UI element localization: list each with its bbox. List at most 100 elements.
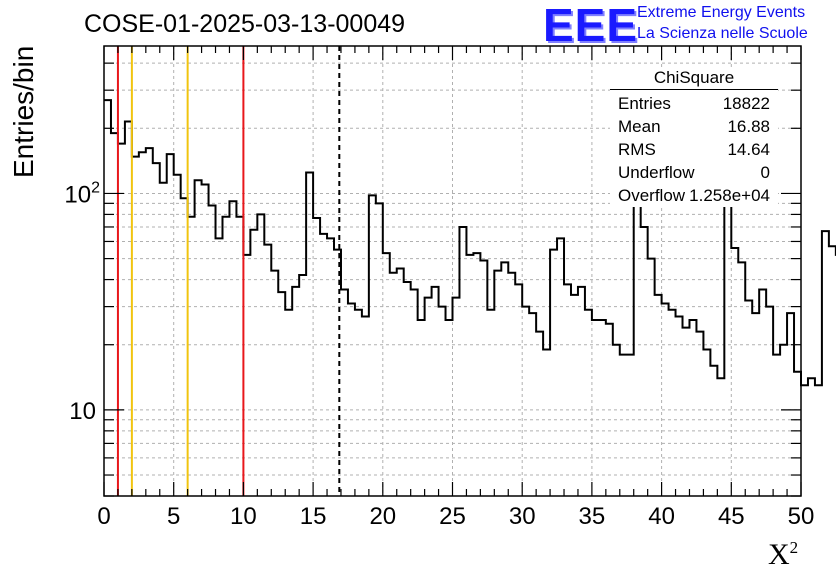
histogram-bin [508,273,515,496]
x-tick-label: 40 [648,503,675,530]
histogram-bin [829,246,836,496]
histogram-bin [613,345,620,496]
histogram-bin [446,320,453,496]
histogram-bin [494,271,501,496]
histogram-bin [662,304,669,496]
x-tick-label: 0 [97,503,110,530]
histogram-bin [676,317,683,496]
histogram-bin [480,260,487,496]
histogram-bin [397,268,404,496]
histogram-bin [439,307,446,496]
histogram-bin [515,284,522,496]
histogram-bin [571,295,578,496]
histogram-bin [243,255,250,496]
histogram-bin [132,157,139,496]
histogram-bin [501,262,508,496]
histogram-bin [125,121,132,496]
histogram-bin [146,148,153,496]
histogram-bin [425,298,432,496]
x-tick-label: 5 [167,503,180,530]
histogram-bin [139,152,146,496]
stats-row-mean: Mean 16.88 [610,115,778,138]
stats-title: ChiSquare [610,68,778,90]
stats-row-entries: Entries 18822 [610,92,778,115]
histogram-bin [188,217,195,496]
histogram-bin [564,284,571,496]
histogram-bin [745,301,752,496]
histogram-bin [522,307,529,496]
x-tick-label: 25 [439,503,466,530]
x-axis-label: X2 [768,538,798,572]
logo-subtitle-1: Extreme Energy Events [637,4,806,21]
x-tick-label: 10 [230,503,257,530]
stats-row-overflow: Overflow 1.258e+04 [610,184,778,207]
histogram-bin [222,217,229,496]
histogram-bin [250,230,257,496]
histogram-bin [773,355,780,496]
stats-value: 14.64 [727,140,770,159]
x-tick-label: 35 [579,503,606,530]
histogram-bin [390,273,397,496]
histogram-bin [655,295,662,496]
histogram-bin [466,255,473,496]
histogram-bin [536,332,543,496]
histogram-bin [355,310,362,496]
histogram-bin [689,320,696,496]
histogram-bin [606,324,613,496]
stats-label: Overflow [618,186,686,205]
histogram-bin [362,317,369,496]
histogram-bin [278,292,285,496]
stats-value: 16.88 [727,117,770,136]
histogram-bin [557,238,564,496]
histogram-bin [160,183,167,496]
x-axis-label-sup: 2 [789,538,799,557]
histogram-bin [202,184,209,496]
logo-subtitle-2: La Scienza nelle Scuole [637,25,808,42]
histogram-bin [752,313,759,496]
x-tick-label: 45 [718,503,745,530]
histogram-bin [585,310,592,496]
histogram-bin [111,133,118,496]
histogram-bin [731,248,738,496]
histogram-bin [174,175,181,496]
x-tick-label: 50 [788,503,815,530]
histogram-bin [738,262,745,496]
histogram-bin [780,345,787,496]
histogram-bin [627,355,634,496]
histogram-bin [320,234,327,496]
stats-label: RMS [618,140,656,159]
chart-title: COSE-01-2025-03-13-00049 [84,10,406,38]
histogram-bin [432,287,439,496]
histogram-bin [411,289,418,496]
histogram-bin [578,287,585,496]
histogram-bin [459,227,466,496]
histogram-bin [418,320,425,496]
histogram-bin [104,100,111,496]
histogram-bin [383,253,390,496]
y-tick-label: 10 [69,398,96,425]
stats-row-rms: RMS 14.64 [610,138,778,161]
histogram-bin [195,180,202,496]
histogram-bin [529,313,536,496]
histogram-bin [285,310,292,496]
eee-logo: EEE [543,0,639,51]
histogram-bin [264,245,271,496]
histogram-bin [341,289,348,496]
histogram-bin [815,385,822,496]
histogram-bin [592,320,599,496]
histogram-bin [550,250,557,496]
histogram-bin [153,163,160,496]
stats-value: 18822 [722,94,770,113]
histogram-bin [376,203,383,496]
histogram-bin [181,198,188,496]
y-tick-label: 102 [64,179,100,208]
histogram-bin [787,313,794,496]
histogram-bin [257,214,264,496]
histogram-bin [209,205,216,496]
histogram-bin [313,218,320,496]
stats-value: 1.258e+04 [689,186,770,205]
histogram-bin [696,332,703,496]
histogram-bin [487,310,494,496]
histogram-bin [236,217,243,496]
